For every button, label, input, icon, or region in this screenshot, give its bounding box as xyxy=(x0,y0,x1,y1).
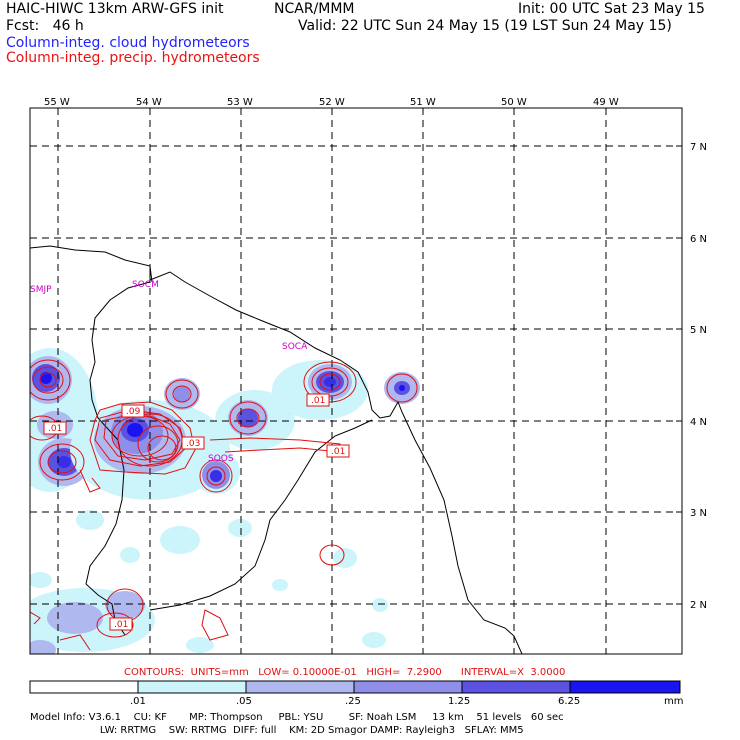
longitude-labels: 55 W 54 W 53 W 52 W 51 W 50 W 49 W xyxy=(44,97,619,108)
lon-label: 51 W xyxy=(410,97,436,108)
lon-label: 49 W xyxy=(593,97,619,108)
model-info-line1: Model Info: V3.6.1 CU: KF MP: Thompson P… xyxy=(30,712,564,723)
contour-info: CONTOURS: UNITS=mm LOW= 0.10000E-01 HIGH… xyxy=(124,667,566,678)
lat-lon-grid xyxy=(30,108,682,654)
color-scale-bar xyxy=(29,680,681,694)
precip-field-label: Column-integ. precip. hydrometeors xyxy=(6,50,260,66)
lat-label: 3 N xyxy=(690,508,707,519)
lon-label: 50 W xyxy=(501,97,527,108)
scale-units: mm xyxy=(664,696,683,707)
contour-label: .01 xyxy=(311,396,325,406)
contour-label: .01 xyxy=(114,620,128,630)
contour-value-labels: .09 .01 .03 .01 .01 .01 xyxy=(43,393,350,631)
lat-label: 7 N xyxy=(690,142,707,153)
lon-label: 55 W xyxy=(44,97,70,108)
forecast-hour: Fcst: 46 h xyxy=(6,18,84,34)
lon-label: 54 W xyxy=(136,97,162,108)
plot-title: HAIC-HIWC 13km ARW-GFS init xyxy=(6,1,224,17)
lon-label: 53 W xyxy=(227,97,253,108)
lat-label: 6 N xyxy=(690,234,707,245)
contour-label: .03 xyxy=(186,439,200,449)
scale-label: 6.25 xyxy=(558,696,580,707)
scale-label: .01 xyxy=(130,696,146,707)
scale-label: 1.25 xyxy=(448,696,470,707)
cloud-field-label: Column-integ. cloud hydrometeors xyxy=(6,35,250,51)
valid-time: Valid: 22 UTC Sun 24 May 15 (19 LST Sun … xyxy=(298,18,672,34)
institution-label: NCAR/MMM xyxy=(274,1,355,17)
cloud-cell-53w xyxy=(192,390,308,494)
scale-label: .05 xyxy=(236,696,252,707)
station-soos: SOOS xyxy=(208,454,234,464)
contour-label: .01 xyxy=(331,447,345,457)
frame-ticks xyxy=(57,108,682,605)
lat-label: 4 N xyxy=(690,417,707,428)
cloud-cell-east xyxy=(384,372,420,404)
station-smjp: SMJP xyxy=(30,285,52,295)
init-time: Init: 00 UTC Sat 23 May 15 xyxy=(518,1,705,17)
lat-label: 5 N xyxy=(690,325,707,336)
station-soca: SOCA xyxy=(282,342,308,352)
scale-label: .25 xyxy=(345,696,361,707)
latitude-labels: 7 N 6 N 5 N 4 N 3 N 2 N xyxy=(690,142,707,611)
precip-contours xyxy=(30,359,418,651)
lon-label: 52 W xyxy=(319,97,345,108)
coastlines xyxy=(30,245,523,654)
map-frame xyxy=(29,107,683,655)
station-labels: SMJP SOCM SOCA SOOS xyxy=(30,280,308,464)
lat-label: 2 N xyxy=(690,600,707,611)
contour-label: .01 xyxy=(48,424,62,434)
color-scale-labels: .01 .05 .25 1.25 6.25 mm xyxy=(130,696,683,707)
model-info-line2: LW: RRTMG SW: RRTMG DIFF: full KM: 2D Sm… xyxy=(30,725,524,736)
contour-label: .09 xyxy=(126,407,141,417)
station-socm: SOCM xyxy=(132,280,159,290)
